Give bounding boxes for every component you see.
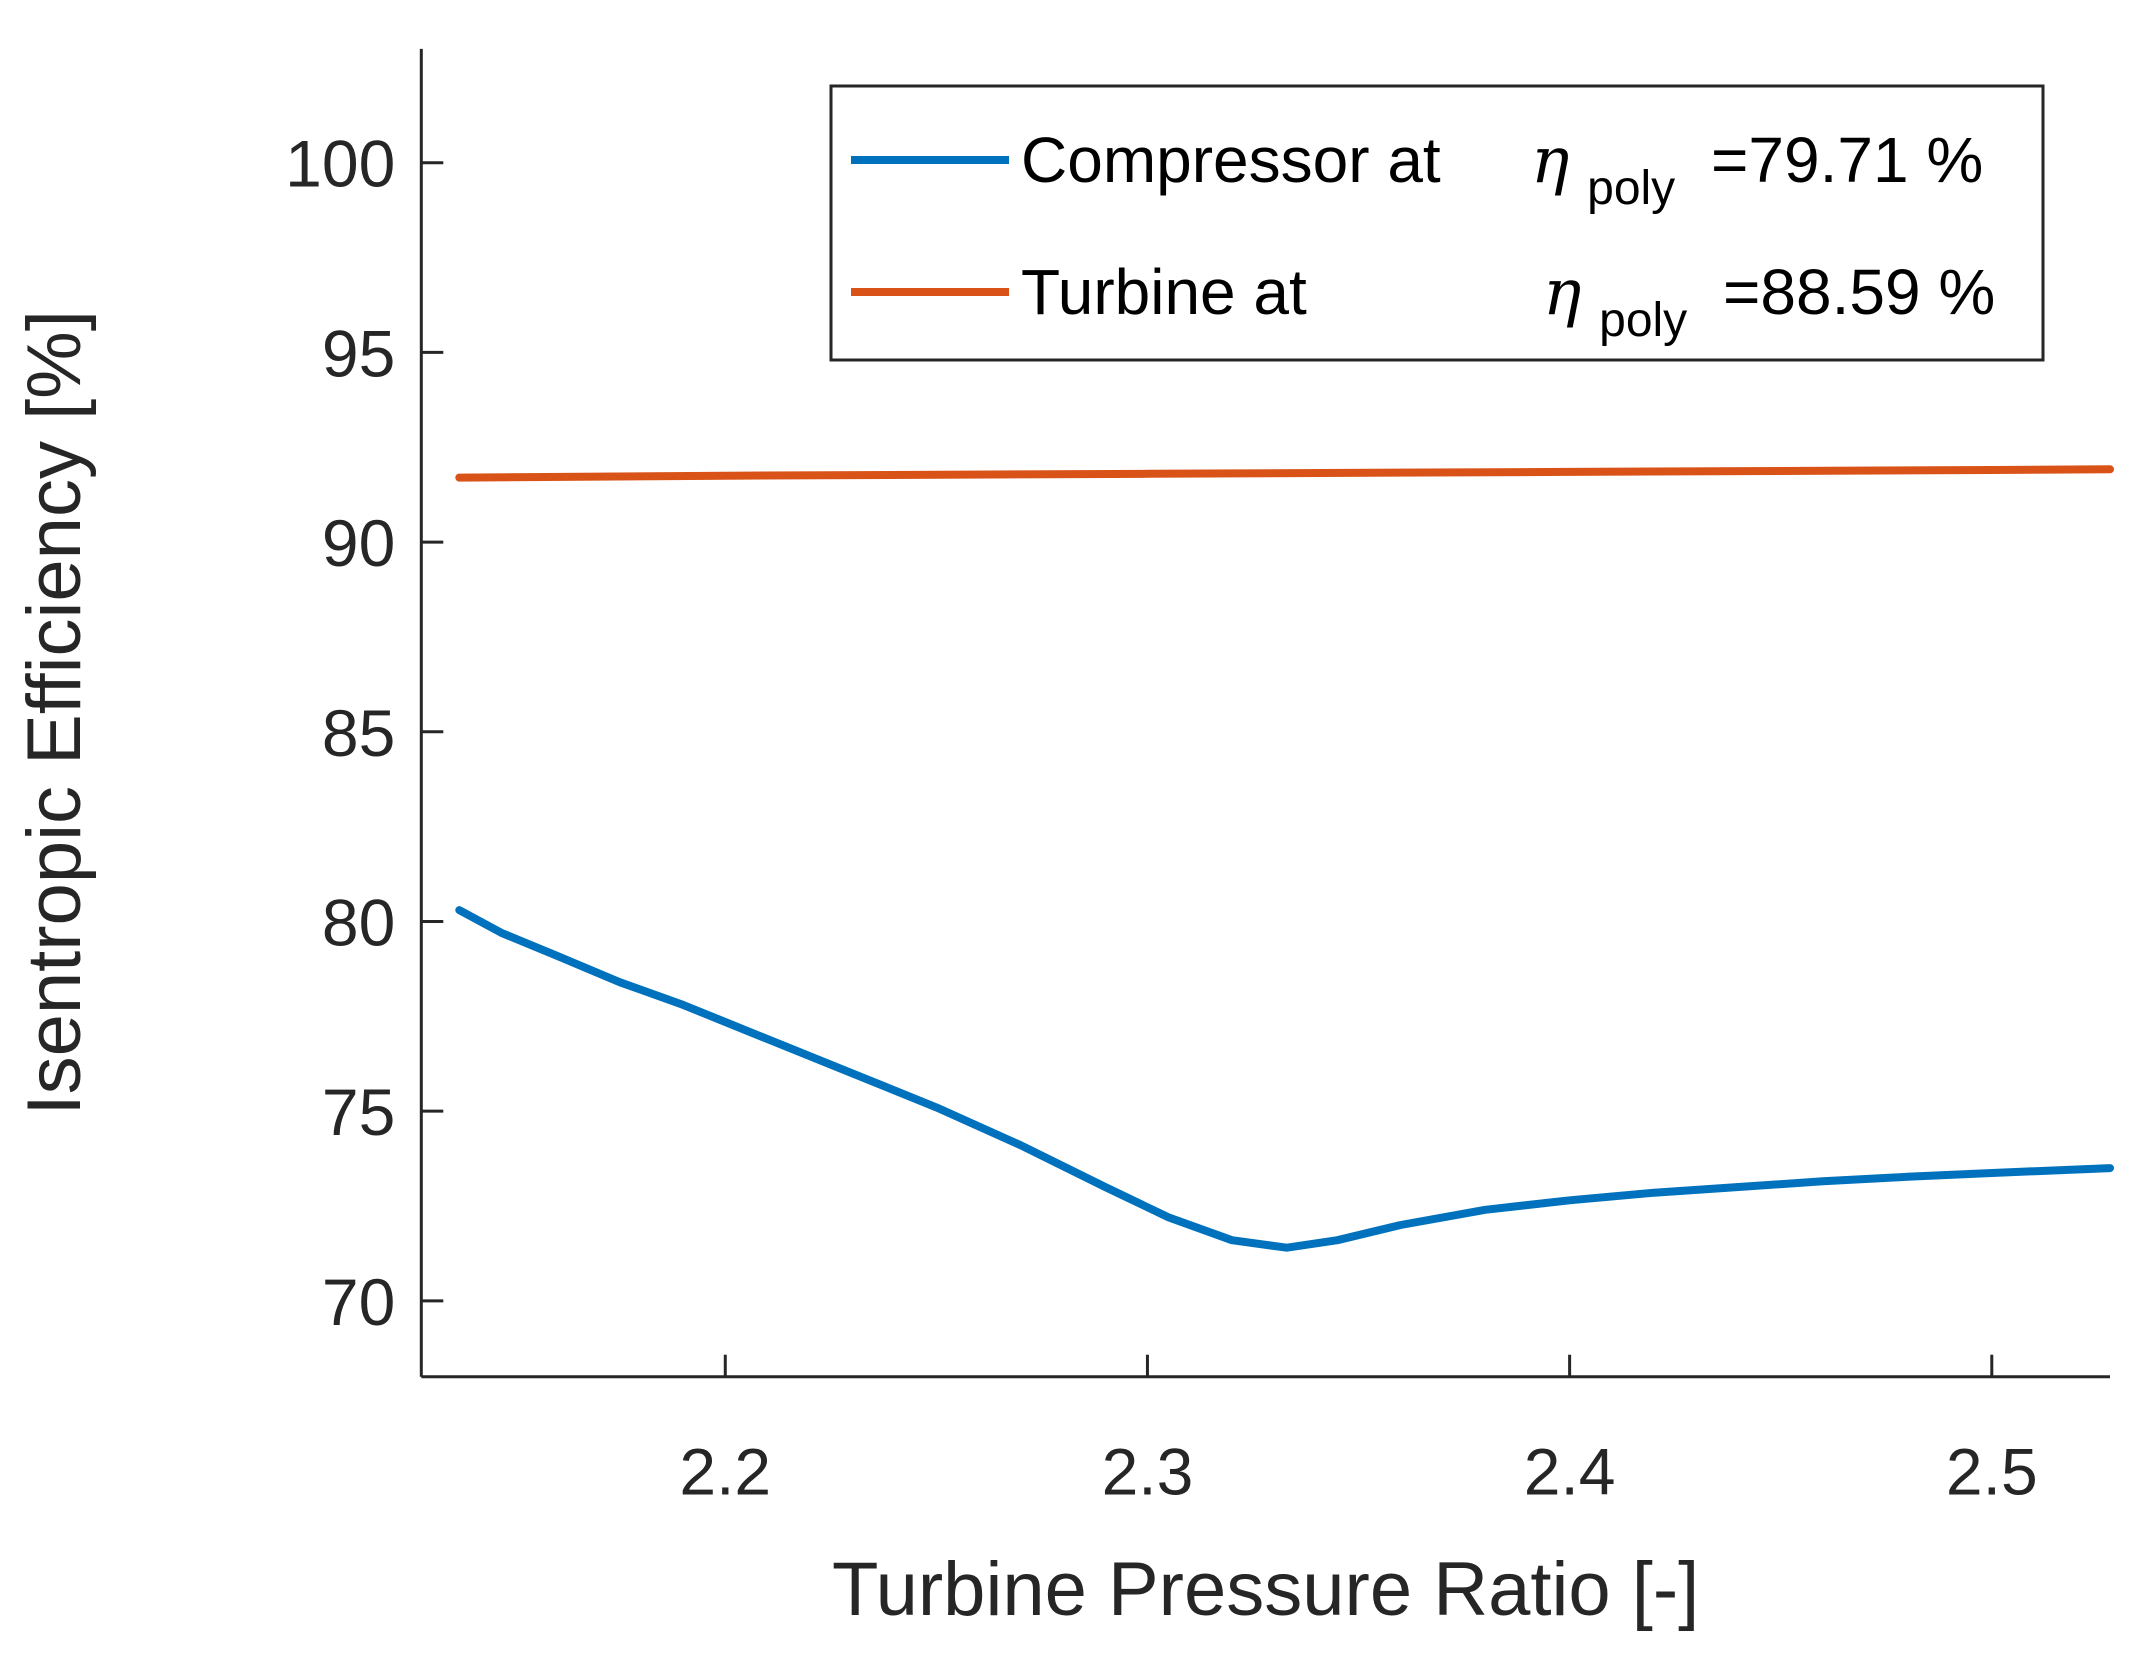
legend-label-turbine: Turbine at η poly =88.59 %: [1021, 256, 1995, 350]
x-tick-label: 2.2: [679, 1435, 771, 1509]
y-tick-label: 70: [322, 1265, 395, 1339]
x-axis-title: Turbine Pressure Ratio [-]: [832, 1547, 1699, 1632]
legend-label-compressor: Compressor at η poly =79.71 %: [1021, 124, 1983, 218]
y-axis-title: Isentropic Efficiency [%]: [12, 310, 97, 1115]
y-tick-label: 85: [322, 696, 395, 770]
series-line-turbine: [455, 465, 2114, 482]
y-tick-label: 100: [285, 127, 395, 201]
plot-lines: [455, 465, 2114, 1252]
y-tick-label: 80: [322, 885, 395, 959]
legend: Compressor at η poly =79.71 % Turbine at…: [829, 84, 2045, 362]
legend-box: [829, 84, 2045, 362]
legend-value-turbine: =88.59 %: [1723, 256, 1995, 328]
x-tick-label: 2.3: [1102, 1435, 1194, 1509]
x-tick-label: 2.4: [1524, 1435, 1616, 1509]
axes: [419, 48, 2110, 1379]
legend-subscript-compressor: poly: [1587, 162, 1675, 215]
y-tick-label: 75: [322, 1075, 395, 1149]
legend-value-compressor: =79.71 %: [1711, 124, 1983, 196]
legend-eta-turbine: η: [1543, 256, 1581, 330]
legend-subscript-turbine: poly: [1599, 294, 1687, 347]
y-tick-label: 95: [322, 316, 395, 390]
ticks: 70 75 80 85 90 95 100 2.2 2.3 2.4 2.5: [285, 127, 2037, 1509]
legend-prefix-turbine: Turbine at: [1021, 256, 1307, 328]
series-line-compressor: [455, 906, 2114, 1252]
legend-prefix-compressor: Compressor at: [1021, 124, 1441, 196]
legend-eta-compressor: η: [1531, 124, 1569, 198]
y-tick-label: 90: [322, 506, 395, 580]
x-tick-label: 2.5: [1946, 1435, 2038, 1509]
